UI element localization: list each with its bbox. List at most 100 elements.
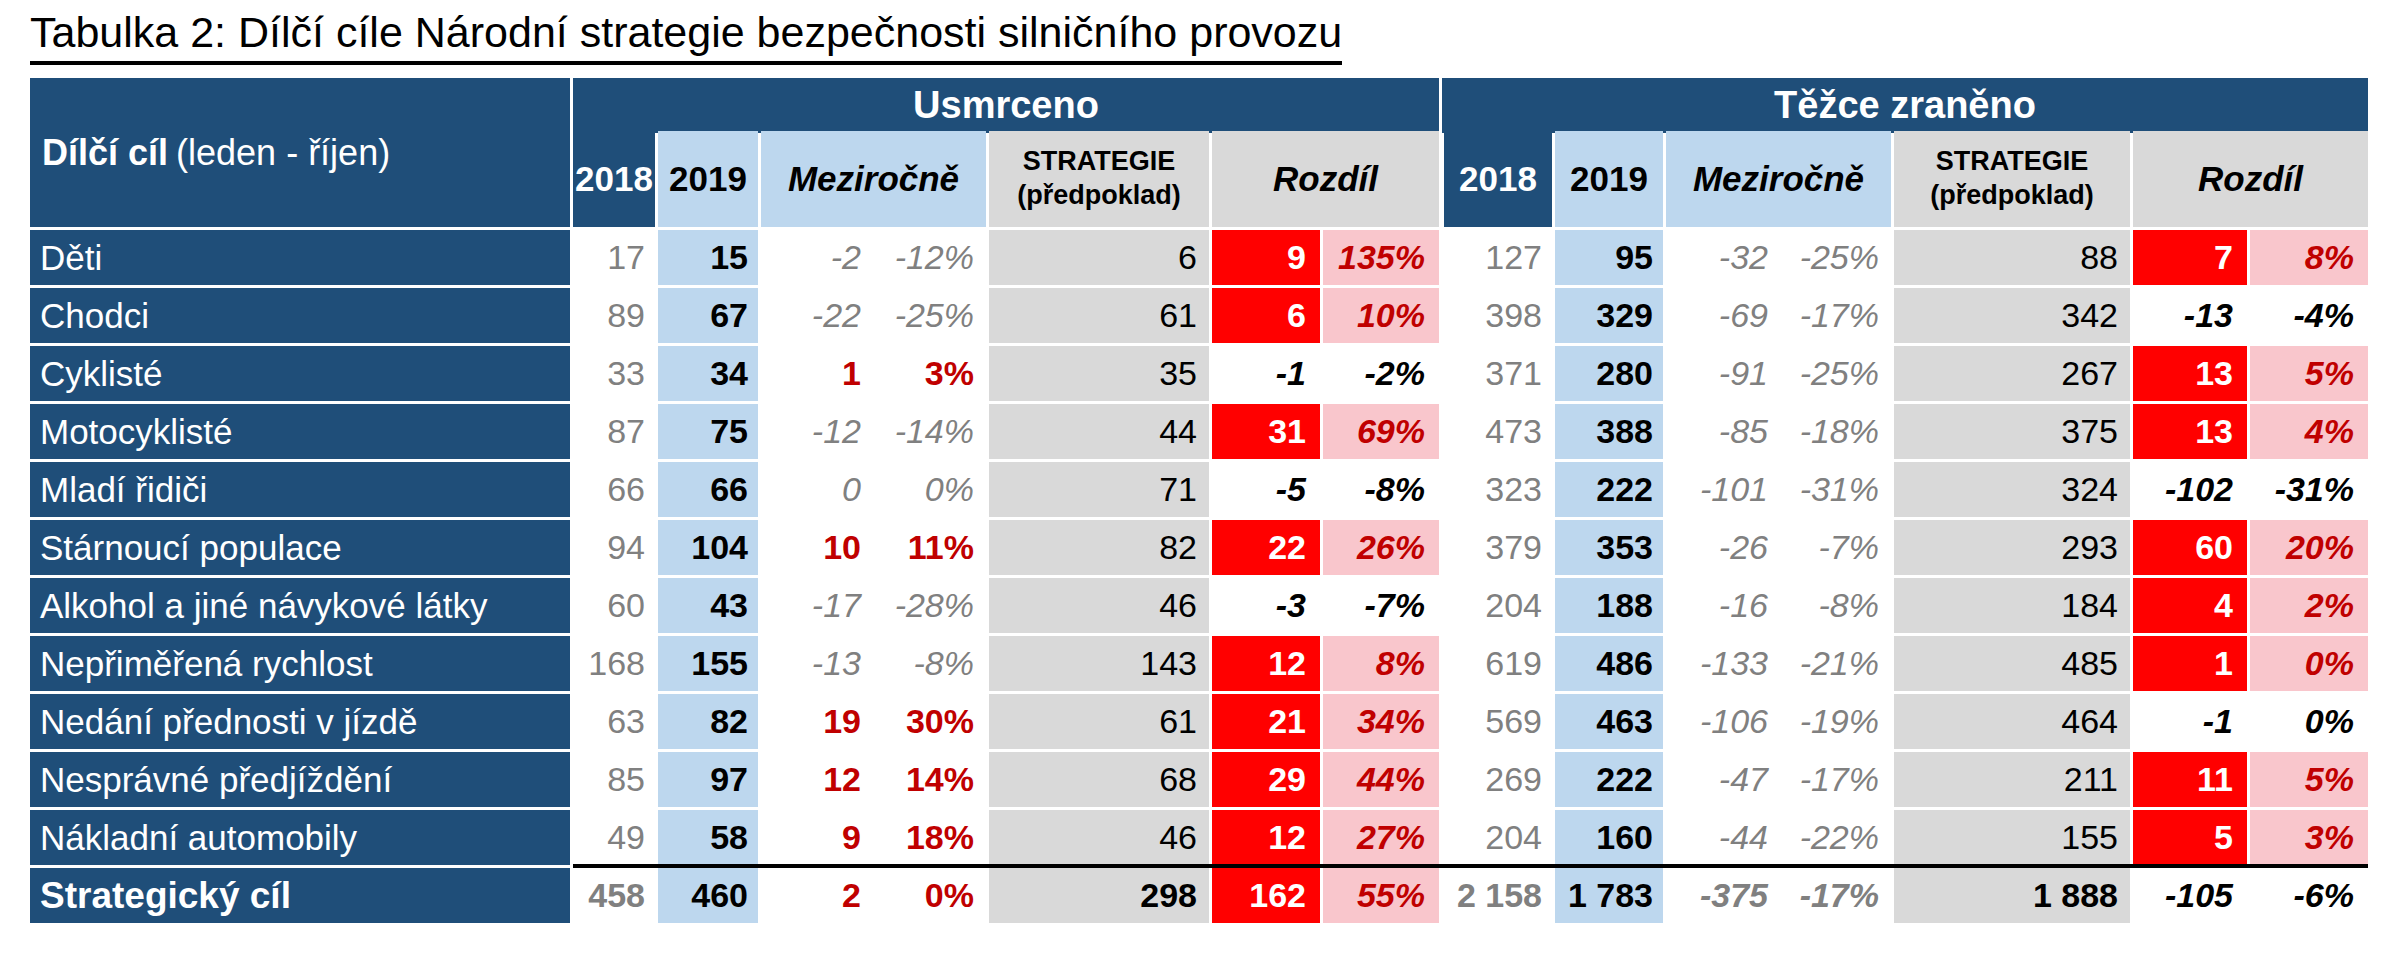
table-row: Stárnoucí populace 94 104 10 11% 82 22 2… — [30, 520, 2368, 575]
row-label: Motocyklisté — [30, 404, 570, 459]
cell-tezce-rozdil-pct: 5% — [2250, 752, 2368, 807]
cell-usmrceno-rozdil-pct: -8% — [1323, 462, 1439, 517]
cell-usmrceno-2018: 458 — [573, 868, 655, 923]
cell-tezce-rozdil-pct: -4% — [2250, 288, 2368, 343]
cell-tezce-2018: 619 — [1444, 636, 1552, 691]
cell-usmrceno-rozdil-abs: 6 — [1212, 288, 1320, 343]
cell-usmrceno-mezirocne-abs: -12 — [761, 404, 873, 459]
cell-usmrceno-mezirocne-pct: 30% — [876, 694, 986, 749]
row-label: Mladí řidiči — [30, 462, 570, 517]
cell-tezce-mezirocne-abs: -133 — [1666, 636, 1780, 691]
cell-usmrceno-rozdil-abs: 22 — [1212, 520, 1320, 575]
cell-tezce-2019: 1 783 — [1555, 868, 1663, 923]
cell-tezce-mezirocne-abs: -32 — [1666, 230, 1780, 285]
cell-tezce-2019: 222 — [1555, 752, 1663, 807]
cell-usmrceno-mezirocne-pct: 3% — [876, 346, 986, 401]
cell-usmrceno-mezirocne-abs: -22 — [761, 288, 873, 343]
col-header-mezirocne-left: Meziročně — [761, 131, 986, 227]
cell-tezce-rozdil-abs: 13 — [2133, 346, 2247, 401]
cell-usmrceno-rozdil-pct: 10% — [1323, 288, 1439, 343]
cell-tezce-2019: 95 — [1555, 230, 1663, 285]
cell-usmrceno-2019: 58 — [658, 810, 758, 865]
col-header-mezirocne-right: Meziročně — [1666, 131, 1891, 227]
cell-tezce-2019: 222 — [1555, 462, 1663, 517]
cell-tezce-rozdil-abs: 4 — [2133, 578, 2247, 633]
cell-usmrceno-rozdil-pct: 135% — [1323, 230, 1439, 285]
cell-usmrceno-mezirocne-pct: -8% — [876, 636, 986, 691]
cell-tezce-mezirocne-abs: -26 — [1666, 520, 1780, 575]
cell-tezce-mezirocne-pct: -7% — [1783, 520, 1891, 575]
cell-usmrceno-mezirocne-pct: -28% — [876, 578, 986, 633]
cell-usmrceno-2019: 66 — [658, 462, 758, 517]
cell-tezce-strategie: 211 — [1894, 752, 2130, 807]
cell-usmrceno-rozdil-pct: 55% — [1323, 868, 1439, 923]
cell-tezce-strategie: 293 — [1894, 520, 2130, 575]
cell-usmrceno-rozdil-pct: 44% — [1323, 752, 1439, 807]
cell-tezce-rozdil-pct: 0% — [2250, 636, 2368, 691]
cell-usmrceno-mezirocne-pct: -12% — [876, 230, 986, 285]
cell-tezce-rozdil-abs: -13 — [2133, 288, 2247, 343]
cell-tezce-2018: 323 — [1444, 462, 1552, 517]
cell-usmrceno-mezirocne-pct: 18% — [876, 810, 986, 865]
cell-tezce-2018: 204 — [1444, 810, 1552, 865]
strategie-line1: STRATEGIE — [1936, 145, 2089, 179]
cell-usmrceno-mezirocne-pct: 14% — [876, 752, 986, 807]
cell-tezce-2018: 473 — [1444, 404, 1552, 459]
cell-tezce-rozdil-pct: 0% — [2250, 694, 2368, 749]
cell-tezce-rozdil-abs: 11 — [2133, 752, 2247, 807]
cell-tezce-2018: 569 — [1444, 694, 1552, 749]
cell-usmrceno-rozdil-abs: -3 — [1212, 578, 1320, 633]
row-label: Nepřiměřená rychlost — [30, 636, 570, 691]
col-header-rozdil-right: Rozdíl — [2133, 131, 2368, 227]
cell-tezce-mezirocne-pct: -22% — [1783, 810, 1891, 865]
cell-tezce-strategie: 88 — [1894, 230, 2130, 285]
cell-usmrceno-rozdil-pct: -2% — [1323, 346, 1439, 401]
row-label: Stárnoucí populace — [30, 520, 570, 575]
cell-usmrceno-2019: 460 — [658, 868, 758, 923]
cell-usmrceno-mezirocne-abs: -13 — [761, 636, 873, 691]
cell-usmrceno-2018: 168 — [573, 636, 655, 691]
cell-tezce-mezirocne-pct: -31% — [1783, 462, 1891, 517]
cell-tezce-mezirocne-pct: -17% — [1783, 868, 1891, 923]
cell-tezce-2019: 160 — [1555, 810, 1663, 865]
cell-usmrceno-mezirocne-abs: 9 — [761, 810, 873, 865]
strategie-line2: (předpoklad) — [1017, 179, 1181, 213]
cell-usmrceno-mezirocne-pct: 0% — [876, 868, 986, 923]
cell-tezce-rozdil-abs: -1 — [2133, 694, 2247, 749]
cell-usmrceno-2018: 60 — [573, 578, 655, 633]
cell-usmrceno-2019: 15 — [658, 230, 758, 285]
cell-usmrceno-2018: 85 — [573, 752, 655, 807]
cell-tezce-rozdil-pct: 8% — [2250, 230, 2368, 285]
cell-tezce-mezirocne-pct: -21% — [1783, 636, 1891, 691]
cell-tezce-mezirocne-pct: -25% — [1783, 346, 1891, 401]
cell-usmrceno-rozdil-pct: 27% — [1323, 810, 1439, 865]
table-row: Chodci 89 67 -22 -25% 61 6 10% 398 329 -… — [30, 288, 2368, 343]
cell-usmrceno-2019: 43 — [658, 578, 758, 633]
page: Tabulka 2: Dílčí cíle Národní strategie … — [0, 0, 2400, 954]
cell-usmrceno-strategie: 6 — [989, 230, 1209, 285]
cell-usmrceno-rozdil-pct: -7% — [1323, 578, 1439, 633]
cell-tezce-strategie: 155 — [1894, 810, 2130, 865]
cell-tezce-2019: 463 — [1555, 694, 1663, 749]
cell-tezce-2019: 188 — [1555, 578, 1663, 633]
cell-usmrceno-2018: 17 — [573, 230, 655, 285]
section-header-usmrceno: Usmrceno — [573, 78, 1439, 133]
cell-usmrceno-rozdil-abs: 162 — [1212, 868, 1320, 923]
cell-usmrceno-strategie: 61 — [989, 694, 1209, 749]
cell-usmrceno-mezirocne-abs: -2 — [761, 230, 873, 285]
row-label: Strategický cíl — [30, 868, 570, 923]
cell-usmrceno-rozdil-pct: 34% — [1323, 694, 1439, 749]
cell-tezce-strategie: 485 — [1894, 636, 2130, 691]
col-header-2019-right: 2019 — [1555, 131, 1663, 227]
cell-tezce-strategie: 464 — [1894, 694, 2130, 749]
col-header-2019-left: 2019 — [658, 131, 758, 227]
row-label: Cyklisté — [30, 346, 570, 401]
cell-tezce-rozdil-abs: -105 — [2133, 868, 2247, 923]
cell-usmrceno-rozdil-abs: 12 — [1212, 636, 1320, 691]
row-label: Alkohol a jiné návykové látky — [30, 578, 570, 633]
table-row: Mladí řidiči 66 66 0 0% 71 -5 -8% 323 22… — [30, 462, 2368, 517]
cell-usmrceno-strategie: 298 — [989, 868, 1209, 923]
cell-usmrceno-2018: 33 — [573, 346, 655, 401]
cell-usmrceno-strategie: 71 — [989, 462, 1209, 517]
cell-tezce-2019: 388 — [1555, 404, 1663, 459]
